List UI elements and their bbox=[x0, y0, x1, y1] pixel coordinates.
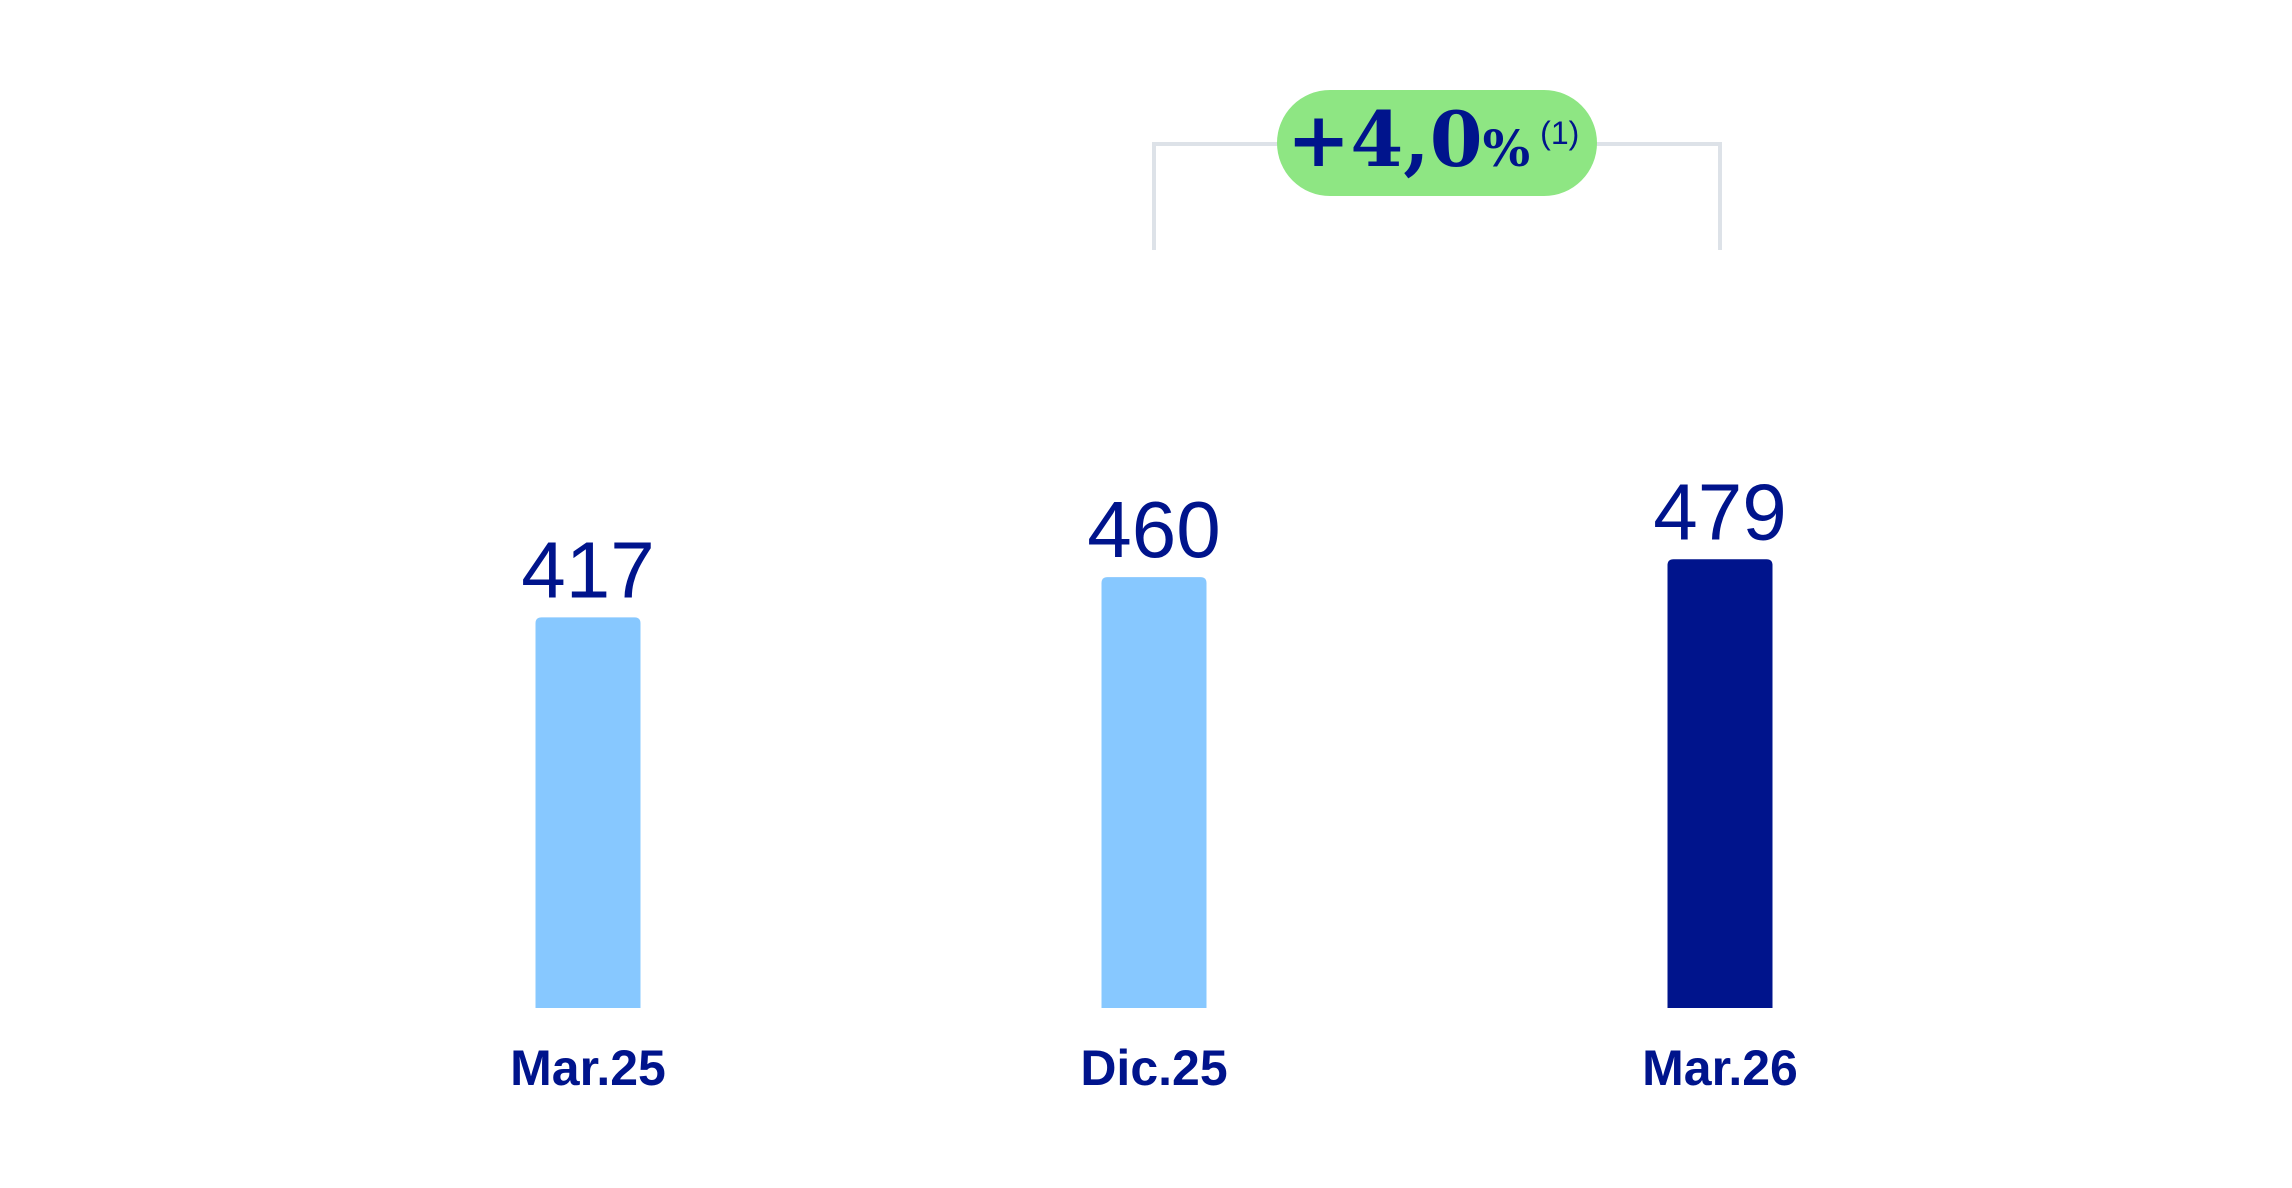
category-label: Dic.25 bbox=[1080, 1040, 1227, 1096]
bar-mar-26 bbox=[1667, 559, 1773, 1008]
value-label: 460 bbox=[1087, 485, 1220, 574]
bars-group bbox=[535, 559, 1773, 1008]
category-label: Mar.25 bbox=[510, 1040, 666, 1096]
growth-badge-text: +4,0% (1) bbox=[1287, 95, 1580, 184]
growth-badge-value: +4,0 bbox=[1287, 95, 1483, 184]
category-labels-group: Mar.25 Dic.25 Mar.26 bbox=[510, 1040, 1798, 1096]
value-labels-group: 417 460 479 bbox=[521, 467, 1786, 614]
value-label: 479 bbox=[1653, 467, 1786, 556]
bar-mar-25 bbox=[535, 617, 641, 1008]
value-label: 417 bbox=[521, 525, 654, 614]
growth-annotation: +4,0% (1) bbox=[1152, 90, 1722, 250]
category-label: Mar.26 bbox=[1642, 1040, 1798, 1096]
growth-badge bbox=[1277, 90, 1597, 196]
bar-dic-25 bbox=[1101, 577, 1207, 1008]
growth-badge-unit: % bbox=[1483, 119, 1531, 178]
growth-badge-footnote: (1) bbox=[1540, 115, 1579, 151]
